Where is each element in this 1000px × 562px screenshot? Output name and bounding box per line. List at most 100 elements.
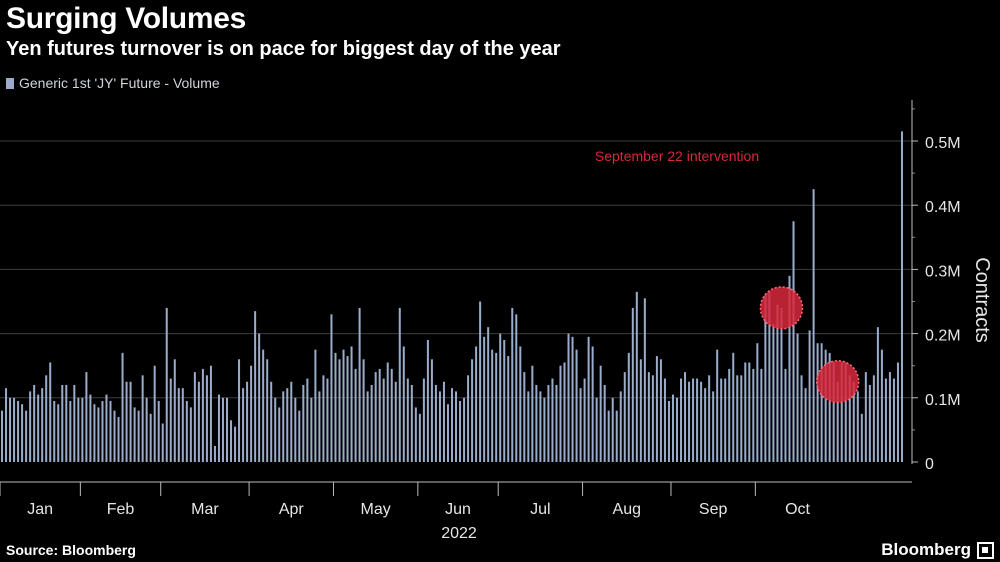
- bar: [591, 346, 594, 462]
- bar: [414, 407, 417, 462]
- bar: [298, 410, 301, 462]
- bar: [234, 426, 237, 462]
- bar: [808, 330, 811, 462]
- bar: [370, 384, 373, 462]
- legend: Generic 1st 'JY' Future - Volume: [6, 75, 220, 91]
- bar: [434, 384, 437, 462]
- bar: [378, 368, 381, 462]
- highlight-circle: [759, 286, 804, 330]
- bar: [262, 349, 265, 462]
- bar: [623, 372, 626, 462]
- bar: [744, 362, 747, 462]
- bar: [519, 346, 522, 462]
- bar: [804, 388, 807, 462]
- bar: [274, 397, 277, 462]
- chart-subtitle: Yen futures turnover is on pace for bigg…: [6, 38, 561, 60]
- x-axis-year-label: 2022: [441, 525, 477, 542]
- bar: [53, 401, 56, 462]
- x-tick-label: Jan: [27, 501, 53, 518]
- bar: [844, 362, 847, 462]
- bar: [595, 397, 598, 462]
- bar: [45, 375, 48, 462]
- bar: [121, 352, 124, 462]
- bar: [310, 397, 313, 462]
- bar: [145, 397, 148, 462]
- x-tick-label: Jun: [445, 501, 471, 518]
- bar: [25, 410, 28, 462]
- bar: [467, 375, 470, 462]
- bar: [748, 362, 751, 462]
- x-tick-label: Aug: [613, 501, 641, 518]
- bar: [471, 359, 474, 462]
- x-tick-label: Jul: [530, 501, 550, 518]
- bar: [266, 359, 269, 462]
- bar: [37, 394, 40, 462]
- bar: [169, 378, 172, 462]
- bar: [547, 384, 550, 462]
- bar: [394, 381, 397, 462]
- bar: [189, 407, 192, 462]
- bar: [816, 343, 819, 462]
- chart-title: Surging Volumes: [6, 2, 246, 35]
- bar: [250, 365, 253, 462]
- bar: [820, 343, 823, 462]
- bar: [242, 388, 245, 462]
- bar: [732, 352, 735, 462]
- bar: [430, 359, 433, 462]
- bar: [1, 410, 4, 462]
- bar: [551, 378, 554, 462]
- bar: [848, 375, 851, 462]
- bar: [61, 384, 64, 462]
- bar: [69, 401, 72, 462]
- bar: [692, 378, 695, 462]
- bar: [567, 333, 570, 462]
- bar: [334, 352, 337, 462]
- bar: [446, 404, 449, 462]
- bar: [708, 375, 711, 462]
- bar: [193, 372, 196, 462]
- bar: [230, 420, 233, 462]
- bar: [479, 301, 482, 462]
- bar: [177, 388, 180, 462]
- bar: [459, 401, 462, 462]
- bar: [386, 362, 389, 462]
- bar: [374, 372, 377, 462]
- bar: [97, 407, 100, 462]
- bar: [173, 359, 176, 462]
- annotation-label: September 22 intervention: [595, 148, 759, 164]
- bar: [410, 384, 413, 462]
- bar: [17, 401, 20, 462]
- bar: [322, 375, 325, 462]
- bar: [539, 391, 542, 462]
- bar: [141, 375, 144, 462]
- bar: [85, 372, 88, 462]
- x-axis: Jan Feb Mar Apr May Jun Jul Aug Sep Oct 2022: [0, 481, 912, 542]
- x-tick-label: Sep: [699, 501, 728, 518]
- bar: [675, 397, 678, 462]
- bar: [631, 307, 634, 462]
- bar: [354, 368, 357, 462]
- bar: [338, 359, 341, 462]
- bar: [752, 368, 755, 462]
- bar: [113, 410, 116, 462]
- bar: [543, 397, 546, 462]
- bar: [117, 417, 120, 462]
- bar: [77, 397, 80, 462]
- bar: [828, 352, 831, 462]
- bar: [511, 307, 514, 462]
- bar: [503, 340, 506, 462]
- bar: [137, 410, 140, 462]
- bar: [455, 391, 458, 462]
- y-tick-label: 0: [925, 456, 934, 473]
- bar: [350, 346, 353, 462]
- bar: [571, 336, 574, 462]
- bar: [768, 291, 771, 462]
- bar: [9, 397, 12, 462]
- bar: [523, 372, 526, 462]
- bar: [583, 378, 586, 462]
- bar: [840, 362, 843, 462]
- brand-logo: Bloomberg: [881, 540, 994, 560]
- bar: [246, 381, 249, 462]
- brand-name: Bloomberg: [881, 540, 971, 559]
